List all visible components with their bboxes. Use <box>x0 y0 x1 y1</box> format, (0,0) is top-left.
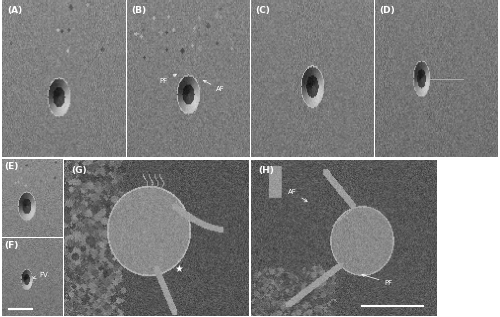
Text: AF: AF <box>288 189 307 201</box>
Text: (B): (B) <box>132 6 147 15</box>
Text: (D): (D) <box>380 6 396 15</box>
Text: ★: ★ <box>174 264 184 274</box>
Text: PF: PF <box>362 274 392 286</box>
Text: (G): (G) <box>72 166 88 175</box>
Text: (F): (F) <box>4 241 19 250</box>
Text: (C): (C) <box>256 6 270 15</box>
Text: (A): (A) <box>7 6 22 15</box>
Text: (E): (E) <box>4 162 19 171</box>
Text: FV: FV <box>33 272 48 279</box>
Text: AF: AF <box>204 80 225 92</box>
Text: (H): (H) <box>258 166 274 175</box>
Text: PF: PF <box>160 74 176 84</box>
